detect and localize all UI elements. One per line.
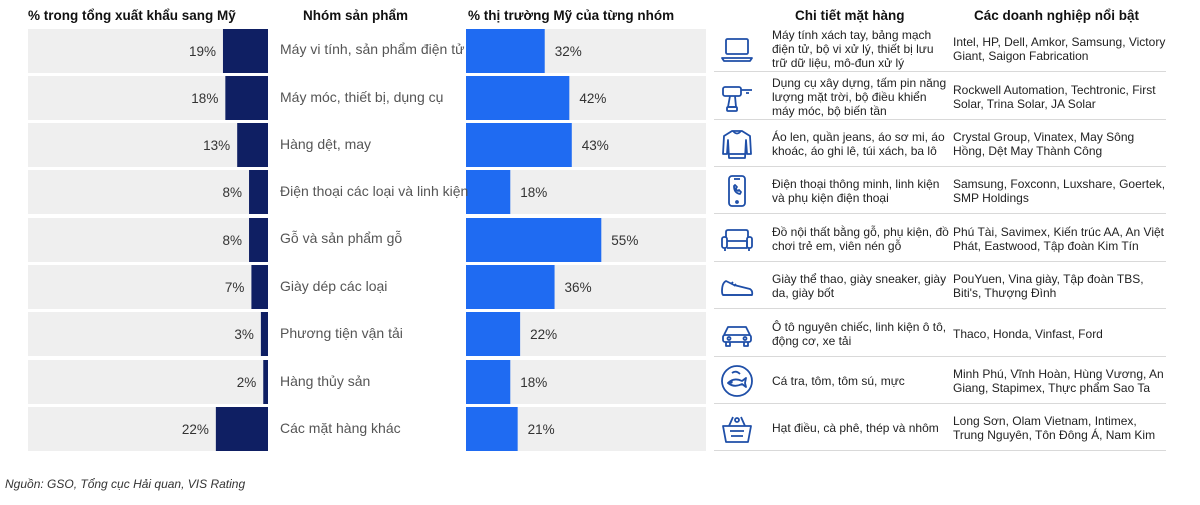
- data-label: 19%: [189, 44, 216, 59]
- companies-text: Intel, HP, Dell, Amkor, Samsung, Victory…: [953, 35, 1166, 63]
- bar: [249, 170, 268, 214]
- laptop-icon: [721, 38, 753, 62]
- detail-text: Đồ nội thất bằng gỗ, phụ kiện, đồ chơi t…: [772, 225, 949, 253]
- goods-basket-icon: [722, 416, 752, 443]
- detail-row: Giày thể thao, giày sneaker, giày da, gi…: [714, 264, 1166, 309]
- data-label: 2%: [237, 375, 257, 390]
- product-label: Hàng dệt, may: [280, 136, 372, 152]
- source-note: Nguồn: GSO, Tổng cục Hải quan, VIS Ratin…: [5, 477, 246, 491]
- data-label: 32%: [555, 44, 582, 59]
- companies-text: Rockwell Automation, Techtronic, First S…: [953, 83, 1156, 111]
- detail-row: Máy tính xách tay, bảng mạch điện tử, bộ…: [714, 27, 1166, 72]
- bar: [249, 218, 268, 262]
- detail-text: Giày thể thao, giày sneaker, giày da, gi…: [772, 272, 947, 300]
- data-label: 8%: [223, 233, 243, 248]
- product-label: Hàng thủy sản: [280, 373, 371, 389]
- sweater-icon: [722, 130, 752, 159]
- product-label: Phương tiện vận tải: [280, 325, 403, 341]
- product-label: Máy vi tính, sản phẩm điện tử: [280, 41, 465, 57]
- data-label: 22%: [182, 422, 209, 437]
- bar: [215, 407, 268, 451]
- detail-row: Đồ nội thất bằng gỗ, phụ kiện, đồ chơi t…: [714, 217, 1166, 262]
- bar: [222, 29, 268, 73]
- detail-text: Áo len, quần jeans, áo sơ mi, áo khoác, …: [772, 130, 945, 158]
- bar-track: [28, 123, 268, 167]
- data-label: 18%: [520, 375, 547, 390]
- detail-row: Dụng cụ xây dựng, tấm pin năng lượng mặt…: [714, 75, 1166, 120]
- data-label: 42%: [579, 91, 606, 106]
- detail-row: Ô tô nguyên chiếc, linh kiện ô tô, động …: [714, 312, 1166, 357]
- data-label: 55%: [611, 233, 638, 248]
- detail-text: Cá tra, tôm, tôm sú, mực: [772, 374, 905, 388]
- product-column-header: Nhóm sản phẩm: [303, 8, 409, 23]
- bar: [466, 123, 572, 167]
- product-label: Các mặt hàng khác: [280, 420, 401, 436]
- data-label: 7%: [225, 280, 245, 295]
- detail-text: Hạt điều, cà phê, thép và nhôm: [772, 421, 939, 435]
- product-label: Điện thoại các loại và linh kiện: [280, 183, 469, 199]
- bar-track: [28, 170, 268, 214]
- detail-row: Hạt điều, cà phê, thép và nhôm Long Sơn,…: [714, 406, 1166, 451]
- product-label: Gỗ và sản phẩm gỗ: [280, 230, 403, 246]
- bar: [466, 265, 555, 309]
- sneaker-icon: [721, 280, 754, 296]
- data-label: 3%: [234, 327, 254, 342]
- data-label: 43%: [582, 138, 609, 153]
- data-label: 36%: [565, 280, 592, 295]
- drill-icon: [722, 86, 752, 112]
- product-label: Giày dép các loại: [280, 278, 388, 294]
- bar: [466, 407, 518, 451]
- bar: [251, 265, 268, 309]
- detail-text: Máy tính xách tay, bảng mạch điện tử, bộ…: [772, 28, 934, 70]
- bar-track: [28, 360, 268, 404]
- bar-track: [28, 218, 268, 262]
- bar-track: [28, 265, 268, 309]
- bar: [260, 312, 268, 356]
- product-label: Máy móc, thiết bị, dụng cụ: [280, 89, 444, 105]
- detail-text: Ô tô nguyên chiếc, linh kiện ô tô, động …: [772, 320, 947, 348]
- data-label: 18%: [520, 185, 547, 200]
- bar: [466, 312, 521, 356]
- companies-text: Minh Phú, Vĩnh Hoàn, Hùng Vương, An Gian…: [953, 367, 1164, 395]
- sofa-icon: [721, 229, 753, 251]
- data-label: 22%: [530, 327, 557, 342]
- bar: [466, 76, 570, 120]
- smartphone-icon: [728, 175, 746, 207]
- companies-text: Phú Tài, Savimex, Kiến trúc AA, An Việt …: [953, 225, 1165, 253]
- data-label: 21%: [528, 422, 555, 437]
- bar: [466, 170, 511, 214]
- data-label: 13%: [203, 138, 230, 153]
- companies-text: Samsung, Foxconn, Luxshare, Goertek, SMP…: [953, 177, 1166, 205]
- detail-text: Dụng cụ xây dựng, tấm pin năng lượng mặt…: [772, 76, 947, 118]
- data-label: 18%: [191, 91, 218, 106]
- detail-row: Áo len, quần jeans, áo sơ mi, áo khoác, …: [714, 122, 1166, 167]
- detail-column-header: Chi tiết mặt hàng: [795, 8, 905, 23]
- companies-text: PouYuen, Vina giày, Tập đoàn TBS, Biti's…: [953, 272, 1144, 300]
- data-label: 8%: [223, 185, 243, 200]
- bar: [263, 360, 268, 404]
- bar: [466, 360, 511, 404]
- companies-column-header: Các doanh nghiệp nổi bật: [974, 8, 1139, 23]
- detail-text: Điện thoại thông minh, linh kiện và phụ …: [772, 177, 940, 205]
- companies-text: Long Sơn, Olam Vietnam, Intimex, Trung N…: [953, 414, 1156, 442]
- bar-track: [28, 312, 268, 356]
- bar: [237, 123, 268, 167]
- companies-text: Thaco, Honda, Vinfast, Ford: [953, 327, 1103, 341]
- right-chart-title: % thị trường Mỹ của từng nhóm: [468, 8, 675, 23]
- bar: [466, 218, 602, 262]
- detail-row: Cá tra, tôm, tôm sú, mực Minh Phú, Vĩnh …: [714, 359, 1166, 404]
- detail-row: Điện thoại thông minh, linh kiện và phụ …: [714, 169, 1166, 214]
- car-icon: [722, 326, 752, 347]
- left-chart-title: % trong tổng xuất khẩu sang Mỹ: [28, 8, 236, 23]
- bar: [225, 76, 268, 120]
- seafood-icon: [721, 365, 753, 397]
- companies-text: Crystal Group, Vinatex, May Sông Hồng, D…: [953, 130, 1135, 158]
- bar: [466, 29, 545, 73]
